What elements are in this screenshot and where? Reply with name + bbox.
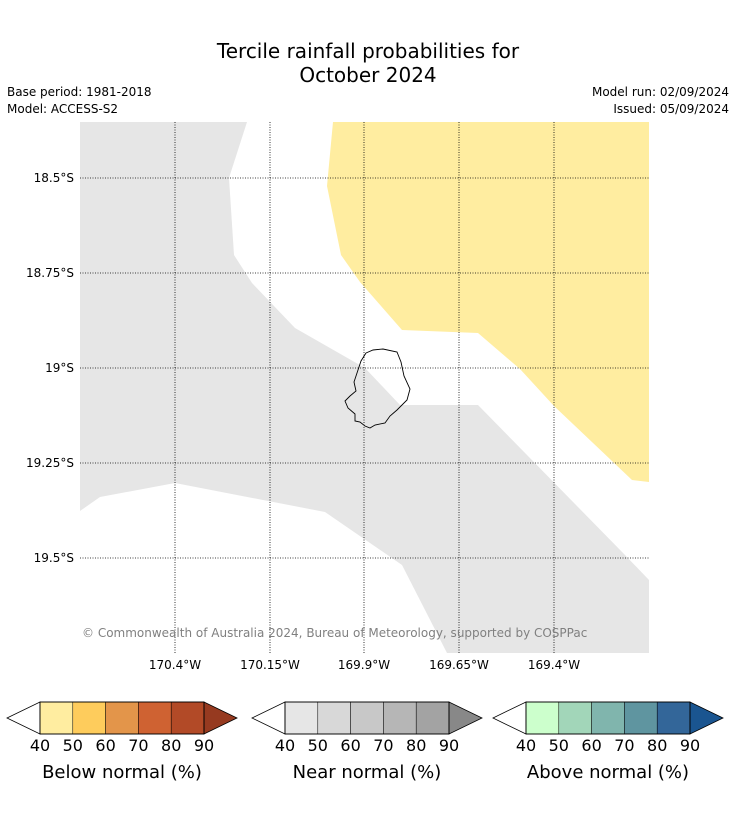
colorbar-segment [350,701,384,735]
colorbar-segment [72,701,106,735]
colorbar-tick-label: 50 [308,736,328,755]
colorbar-tick-label: 60 [581,736,601,755]
lat-label: 19.25°S [26,456,74,470]
colorbar-extend-low [492,701,527,735]
colorbar-segment [138,701,172,735]
colorbar-tick-label: 70 [128,736,148,755]
lon-label: 170.4°W [149,658,201,672]
colorbar-segment [624,701,658,735]
colorbar-tick-label: 90 [194,736,214,755]
colorbar-segment [415,701,450,735]
lat-label: 18.75°S [26,266,74,280]
colorbar-extend-high [689,701,724,735]
model-text: Model: ACCESS-S2 [7,102,119,116]
colorbar-segment [525,701,560,735]
near-normal-region [80,122,649,653]
colorbar-tick-label: 60 [340,736,360,755]
colorbar-tick-label: 40 [516,736,536,755]
map-title-line2: October 2024 [299,63,437,87]
colorbar-title: Near normal (%) [293,762,442,783]
lon-label: 169.9°W [338,658,390,672]
colorbar-tick-label: 80 [406,736,426,755]
meta-right: Model run: 02/09/2024 Issued: 05/09/2024 [592,84,729,118]
colorbar-segment [105,701,139,735]
colorbar-segment [317,701,351,735]
lat-label: 18.5°S [34,171,74,185]
map-area [80,122,649,653]
colorbar-frame [39,701,205,735]
lon-gridlines [174,122,555,653]
lat-label: 19°S [45,361,74,375]
colorbar-below-normal: 40 50 60 70 80 90 Below normal (%) [6,701,238,783]
lon-label: 169.4°W [528,658,580,672]
issued-text: Issued: 05/09/2024 [613,102,729,116]
lat-label: 19.5°S [34,551,74,565]
colorbar-tick-label: 70 [614,736,634,755]
colorbar-tick-label: 80 [161,736,181,755]
colorbar-segment [284,701,319,735]
colorbar-frame [284,701,450,735]
model-run-text: Model run: 02/09/2024 [591,85,729,99]
colorbar-segment [656,701,691,735]
colorbar-segment [591,701,625,735]
colorbar-segment [39,701,74,735]
colorbar-above-normal: 40 50 60 70 80 90 Above normal (%) [492,701,724,783]
colorbar-segment [383,701,417,735]
base-period-text: Base period: 1981-2018 [7,85,152,99]
map-title-line1: Tercile rainfall probabilities for [216,39,520,63]
island-outline [344,348,411,429]
colorbar-tick-label: 40 [275,736,295,755]
below-normal-region [327,122,649,482]
colorbar-tick-label: 90 [680,736,700,755]
colorbar-extend-low [251,701,286,735]
colorbar-segment [170,701,205,735]
colorbar-frame [525,701,691,735]
colorbar-extend-high [203,701,238,735]
lon-label: 170.15°W [240,658,300,672]
colorbar-tick-label: 70 [373,736,393,755]
colorbar-title: Below normal (%) [42,762,202,783]
colorbar-segment [558,701,592,735]
colorbar-tick-label: 50 [63,736,83,755]
lon-label: 169.65°W [429,658,489,672]
copyright-text: © Commonwealth of Australia 2024, Bureau… [82,626,587,640]
colorbar-tick-label: 40 [30,736,50,755]
colorbar-tick-label: 50 [549,736,569,755]
colorbar-tick-label: 60 [95,736,115,755]
meta-left: Base period: 1981-2018 Model: ACCESS-S2 [7,84,152,118]
colorbar-extend-low [6,701,41,735]
colorbar-tick-label: 90 [439,736,459,755]
colorbar-near-normal: 40 50 60 70 80 90 Near normal (%) [251,701,483,783]
colorbar-extend-high [448,701,483,735]
colorbar-tick-label: 80 [647,736,667,755]
colorbar-title: Above normal (%) [527,762,689,783]
